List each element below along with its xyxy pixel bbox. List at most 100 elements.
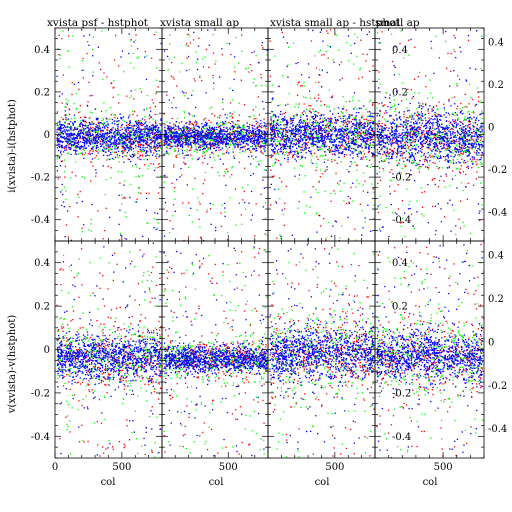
data-point (328, 126, 330, 128)
data-point (115, 129, 118, 132)
data-point (180, 137, 182, 139)
data-point (122, 143, 124, 145)
data-point (260, 151, 262, 153)
data-point (174, 132, 176, 135)
data-point (208, 124, 210, 127)
data-point (214, 159, 216, 161)
data-point (189, 131, 191, 133)
data-point (345, 147, 347, 150)
data-point (101, 133, 103, 135)
data-point (61, 137, 63, 139)
data-point (81, 137, 83, 139)
data-point (319, 127, 321, 130)
data-point (337, 150, 340, 152)
data-point (233, 132, 236, 134)
data-point (153, 169, 156, 172)
data-point (114, 151, 116, 153)
data-point (116, 120, 118, 122)
data-point (79, 135, 81, 138)
data-point (106, 159, 108, 161)
data-point (185, 136, 187, 138)
data-point (103, 150, 105, 152)
data-point (221, 140, 223, 142)
data-point (157, 166, 159, 169)
data-point (134, 131, 136, 133)
data-point (262, 138, 264, 140)
data-point (60, 129, 62, 131)
data-point (249, 137, 251, 140)
data-point (121, 139, 123, 141)
data-point (349, 131, 351, 133)
data-point (222, 142, 224, 144)
data-point (312, 117, 314, 120)
data-point (135, 144, 137, 146)
data-point (97, 119, 99, 121)
data-point (238, 114, 240, 116)
data-point (317, 130, 320, 132)
data-point (109, 118, 111, 120)
data-point (359, 126, 361, 128)
data-point (246, 140, 249, 142)
data-point (187, 45, 189, 47)
data-point (206, 151, 208, 153)
data-point (364, 123, 366, 125)
data-point (353, 108, 355, 110)
data-point (370, 133, 372, 135)
data-point (238, 161, 241, 163)
data-point (233, 56, 236, 58)
data-point (270, 122, 272, 125)
data-point (71, 137, 73, 140)
data-point (61, 102, 63, 104)
data-point (222, 123, 224, 125)
data-point (59, 95, 61, 97)
data-point (64, 236, 66, 238)
data-point (59, 57, 61, 60)
data-point (286, 120, 288, 123)
data-point (121, 117, 123, 119)
data-point (163, 113, 165, 115)
data-point (110, 114, 112, 116)
data-point (131, 153, 134, 156)
data-point (260, 138, 262, 140)
data-point (344, 128, 346, 130)
data-point (140, 139, 142, 141)
data-point (293, 117, 295, 120)
data-point (102, 143, 105, 145)
data-point (319, 118, 321, 120)
data-point (128, 141, 130, 143)
data-point (159, 146, 161, 148)
data-point (248, 137, 250, 139)
data-point (312, 108, 314, 110)
data-point (366, 140, 368, 142)
data-point (108, 154, 110, 156)
data-point (91, 148, 93, 150)
data-point (152, 129, 154, 132)
data-point (242, 199, 244, 201)
data-point (262, 206, 264, 208)
data-point (101, 135, 103, 138)
data-point (149, 134, 151, 137)
data-point (325, 239, 327, 241)
data-point (198, 201, 200, 203)
data-point (167, 138, 169, 140)
data-point (242, 135, 245, 137)
data-point (248, 126, 250, 128)
data-point (338, 141, 340, 143)
data-point (263, 133, 265, 135)
data-point (325, 129, 327, 131)
data-point (153, 143, 156, 145)
data-point (355, 141, 357, 144)
data-point (134, 147, 136, 149)
data-point (89, 117, 91, 119)
data-point (186, 142, 188, 144)
data-point (254, 134, 256, 136)
data-point (196, 151, 198, 153)
data-point (233, 137, 236, 140)
data-point (302, 125, 304, 127)
data-point (125, 148, 127, 150)
data-point (252, 131, 254, 133)
data-point (105, 125, 107, 127)
data-point (356, 135, 359, 137)
data-point (354, 124, 356, 127)
data-point (88, 34, 91, 36)
